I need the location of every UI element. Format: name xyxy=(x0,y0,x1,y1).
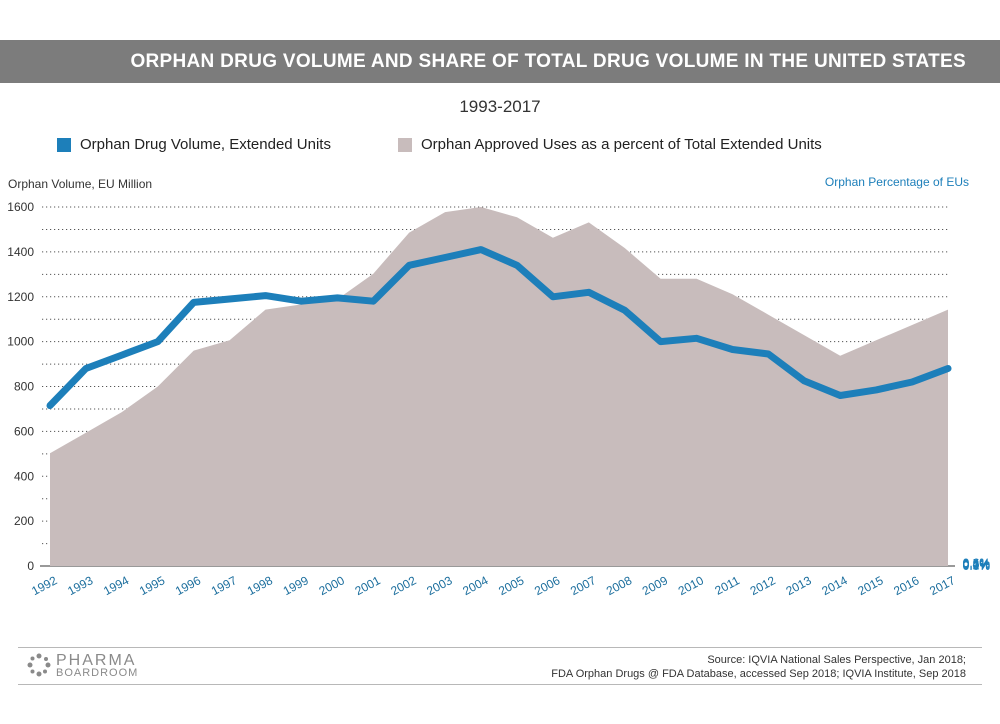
x-axis-tick-label: 2005 xyxy=(496,573,526,598)
right-axis-tick-label: 0.2% xyxy=(963,558,991,572)
x-axis-tick-label: 1998 xyxy=(245,573,275,598)
left-axis-tick-label: 800 xyxy=(14,380,34,394)
left-axis-tick-label: 200 xyxy=(14,514,34,528)
x-axis-tick-label: 2017 xyxy=(927,573,957,598)
source-line-2: FDA Orphan Drugs @ FDA Database, accesse… xyxy=(551,668,966,680)
left-axis-tick-label: 1200 xyxy=(7,290,34,304)
x-axis-tick-label: 2001 xyxy=(353,573,383,598)
x-axis-tick-label: 2004 xyxy=(460,573,490,598)
legend-line-label: Orphan Drug Volume, Extended Units xyxy=(80,136,331,153)
x-axis-tick-label: 2016 xyxy=(891,573,921,598)
x-axis-tick-label: 1999 xyxy=(281,573,311,598)
x-axis-tick-label: 2009 xyxy=(640,573,670,598)
x-axis-tick-label: 1993 xyxy=(65,573,95,598)
legend-area-label: Orphan Approved Uses as a percent of Tot… xyxy=(421,136,822,153)
logo-dots-icon xyxy=(27,653,51,677)
left-axis-tick-label: 1000 xyxy=(7,335,34,349)
chart-plot: 0 200 400 600 800 1000 1200 1400 1600 0.0%0.1%0.… xyxy=(7,200,991,598)
right-axis-tick-label: 0.3% xyxy=(963,557,991,571)
pharmaboardroom-logo: PHARMA BOARDROOM xyxy=(26,652,176,680)
x-axis-tick-label: 1995 xyxy=(137,573,167,598)
footer-divider xyxy=(18,647,982,648)
right-axis-title: Orphan Percentage of EUs xyxy=(824,175,969,189)
x-axis-tick-label: 1996 xyxy=(173,573,203,598)
logo-text-bottom: BOARDROOM xyxy=(56,667,139,679)
x-axis-tick-label: 2012 xyxy=(748,573,778,598)
left-axis-title: Orphan Volume, EU Million xyxy=(8,177,153,191)
chart-subtitle: 1993-2017 xyxy=(459,97,541,116)
legend-line-swatch xyxy=(57,138,71,152)
x-axis-tick-label: 2007 xyxy=(568,573,598,598)
x-axis-tick-label: 2008 xyxy=(604,573,634,598)
right-axis-tick-label: 0.5% xyxy=(963,556,991,570)
right-axis-tick-label: 0.1% xyxy=(963,558,991,572)
x-axis-tick-label: 2002 xyxy=(388,573,418,598)
left-axis-tick-label: 1400 xyxy=(7,245,34,259)
x-axis-tick-label: 2006 xyxy=(532,573,562,598)
x-axis-tick-label: 1997 xyxy=(209,573,239,598)
title-banner: ORPHAN DRUG VOLUME AND SHARE OF TOTAL DR… xyxy=(0,40,1000,83)
series-line-orphan-volume xyxy=(46,246,952,410)
right-axis-tick-label: 0.0% xyxy=(963,559,991,573)
legend-area-swatch xyxy=(398,138,412,152)
x-axis-tick-label: 1992 xyxy=(29,573,59,598)
chart-title: ORPHAN DRUG VOLUME AND SHARE OF TOTAL DR… xyxy=(130,51,966,72)
source-line-1: Source: IQVIA National Sales Perspective… xyxy=(707,654,966,666)
left-axis-tick-label: 0 xyxy=(27,559,34,573)
x-axis-tick-label: 2011 xyxy=(713,573,743,598)
left-axis-tick-label: 600 xyxy=(14,424,34,438)
footer-bottom-divider xyxy=(18,684,982,685)
left-axis-tick-label: 400 xyxy=(14,469,34,483)
x-axis-tick-label: 2000 xyxy=(317,573,347,598)
x-axis-tick-label: 2010 xyxy=(676,573,706,598)
x-axis-tick-label: 2003 xyxy=(424,573,454,598)
x-axis-tick-label: 2014 xyxy=(819,573,849,598)
logo-text-top: PHARMA xyxy=(56,652,137,669)
x-axis-tick-label: 2015 xyxy=(855,573,885,598)
series-area-orphan-percent xyxy=(50,207,948,566)
x-axis-tick-label: 2013 xyxy=(784,573,814,598)
source-note: Source: IQVIA National Sales Perspective… xyxy=(551,653,966,681)
left-axis-tick-label: 1600 xyxy=(7,200,34,214)
x-axis-tick-label: 1994 xyxy=(101,573,131,598)
right-axis-tick-label: 0.6% xyxy=(963,556,991,570)
right-axis-tick-label: 0.4% xyxy=(963,557,991,571)
